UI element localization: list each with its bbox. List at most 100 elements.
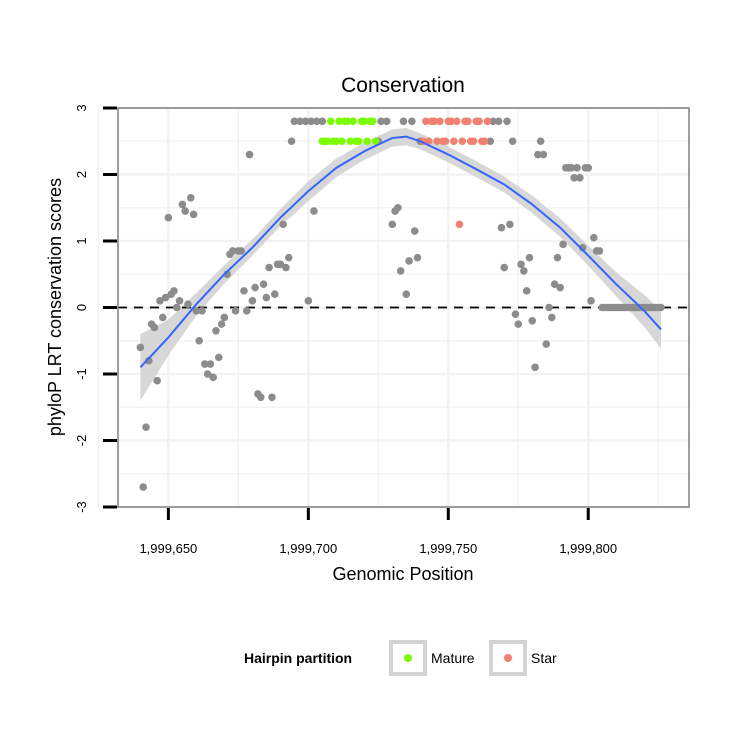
data-point-other [489, 117, 497, 126]
data-point-star [430, 117, 439, 126]
data-point-other [567, 164, 576, 172]
data-point-star [447, 117, 455, 126]
data-point-other [240, 287, 248, 295]
data-point-mature [338, 137, 346, 146]
data-point-other [262, 293, 271, 302]
data-point-other [508, 137, 517, 146]
data-point-other [139, 483, 147, 491]
data-point-other [136, 343, 145, 352]
data-point-other [318, 117, 327, 126]
legend: Hairpin partition Mature Star [244, 640, 557, 676]
data-point-other [408, 117, 416, 126]
data-point-other [228, 247, 237, 255]
data-point-other [310, 207, 318, 215]
data-point-other [296, 117, 304, 126]
legend-label-mature: Mature [431, 650, 475, 666]
data-point-other [178, 200, 187, 209]
data-point-other [189, 210, 198, 219]
data-point-other [553, 253, 562, 262]
data-point-other [382, 117, 391, 126]
data-point-other [503, 117, 511, 126]
y-tick-label: -3 [74, 501, 89, 513]
y-tick-label: 3 [74, 104, 89, 111]
data-point-other [396, 267, 405, 275]
data-point-other [256, 393, 265, 402]
smooth-fit-line [139, 135, 662, 369]
data-point-other [573, 164, 581, 172]
data-point-other [517, 260, 525, 269]
data-point-other [153, 376, 161, 385]
data-point-other [170, 287, 178, 295]
y-tick-label: -1 [74, 368, 89, 380]
data-point-other [394, 203, 402, 212]
data-point-other [284, 253, 293, 262]
y-tick-label: -2 [74, 435, 89, 447]
data-point-mature [324, 137, 332, 146]
data-point-other [657, 303, 665, 312]
data-point-other [161, 293, 170, 302]
data-point-other [164, 213, 173, 222]
y-tick-label: 1 [74, 237, 89, 244]
data-point-star [455, 220, 464, 229]
data-points [136, 117, 665, 491]
data-point-star [424, 137, 433, 146]
data-point-other [198, 307, 206, 315]
data-point-other [542, 340, 551, 348]
data-point-star [469, 137, 478, 146]
smooth-line [139, 135, 662, 369]
legend-title: Hairpin partition [244, 650, 352, 666]
data-point-mature [354, 137, 363, 146]
data-point-star [422, 117, 430, 126]
data-point-other [548, 313, 556, 322]
x-tick-label: 1,999,650 [139, 541, 197, 556]
data-point-other [312, 117, 321, 126]
x-tick-label: 1,999,800 [559, 541, 617, 556]
data-point-star [433, 137, 441, 146]
legend-item-star: Star [489, 640, 557, 676]
data-point-other [282, 263, 290, 272]
legend-item-mature: Mature [389, 640, 475, 676]
y-axis-label: phyloP LRT conservation scores [45, 178, 65, 436]
data-point-star [436, 117, 444, 126]
data-point-other [150, 323, 159, 332]
data-point-other [279, 220, 287, 229]
data-point-other [287, 137, 296, 146]
data-point-other [212, 326, 220, 335]
data-point-other [497, 223, 506, 232]
data-point-other [486, 137, 495, 146]
data-point-star [441, 137, 450, 146]
data-point-mature [371, 137, 380, 146]
x-tick-label: 1,999,700 [279, 541, 337, 556]
data-point-other [556, 283, 565, 292]
data-point-other [209, 373, 217, 382]
data-point-other [388, 220, 397, 229]
data-point-other [186, 193, 195, 202]
data-point-other [587, 297, 595, 305]
data-point-other [522, 287, 531, 295]
data-point-other [377, 117, 385, 126]
data-point-other [520, 267, 528, 275]
data-point-mature [335, 117, 343, 126]
data-point-other [494, 117, 503, 126]
data-point-other [576, 174, 584, 182]
data-point-other [156, 297, 164, 305]
data-point-other [217, 320, 226, 328]
data-point-other [531, 363, 539, 372]
data-point-other [584, 164, 593, 172]
data-point-other [506, 220, 514, 229]
data-point-other [248, 297, 257, 305]
data-point-other [307, 117, 315, 126]
data-point-mature [349, 117, 357, 126]
data-point-other [195, 336, 203, 345]
confidence-band [140, 127, 662, 401]
data-point-other [175, 297, 184, 305]
x-tick-label: 1,999,750 [419, 541, 477, 556]
data-point-other [237, 247, 245, 255]
data-point-other [268, 393, 276, 402]
data-point-other [181, 207, 189, 215]
data-point-other [158, 313, 167, 322]
data-point-other [304, 297, 313, 305]
data-point-mature [326, 117, 335, 126]
data-point-other [559, 240, 567, 249]
legend-dot-mature [404, 654, 412, 662]
